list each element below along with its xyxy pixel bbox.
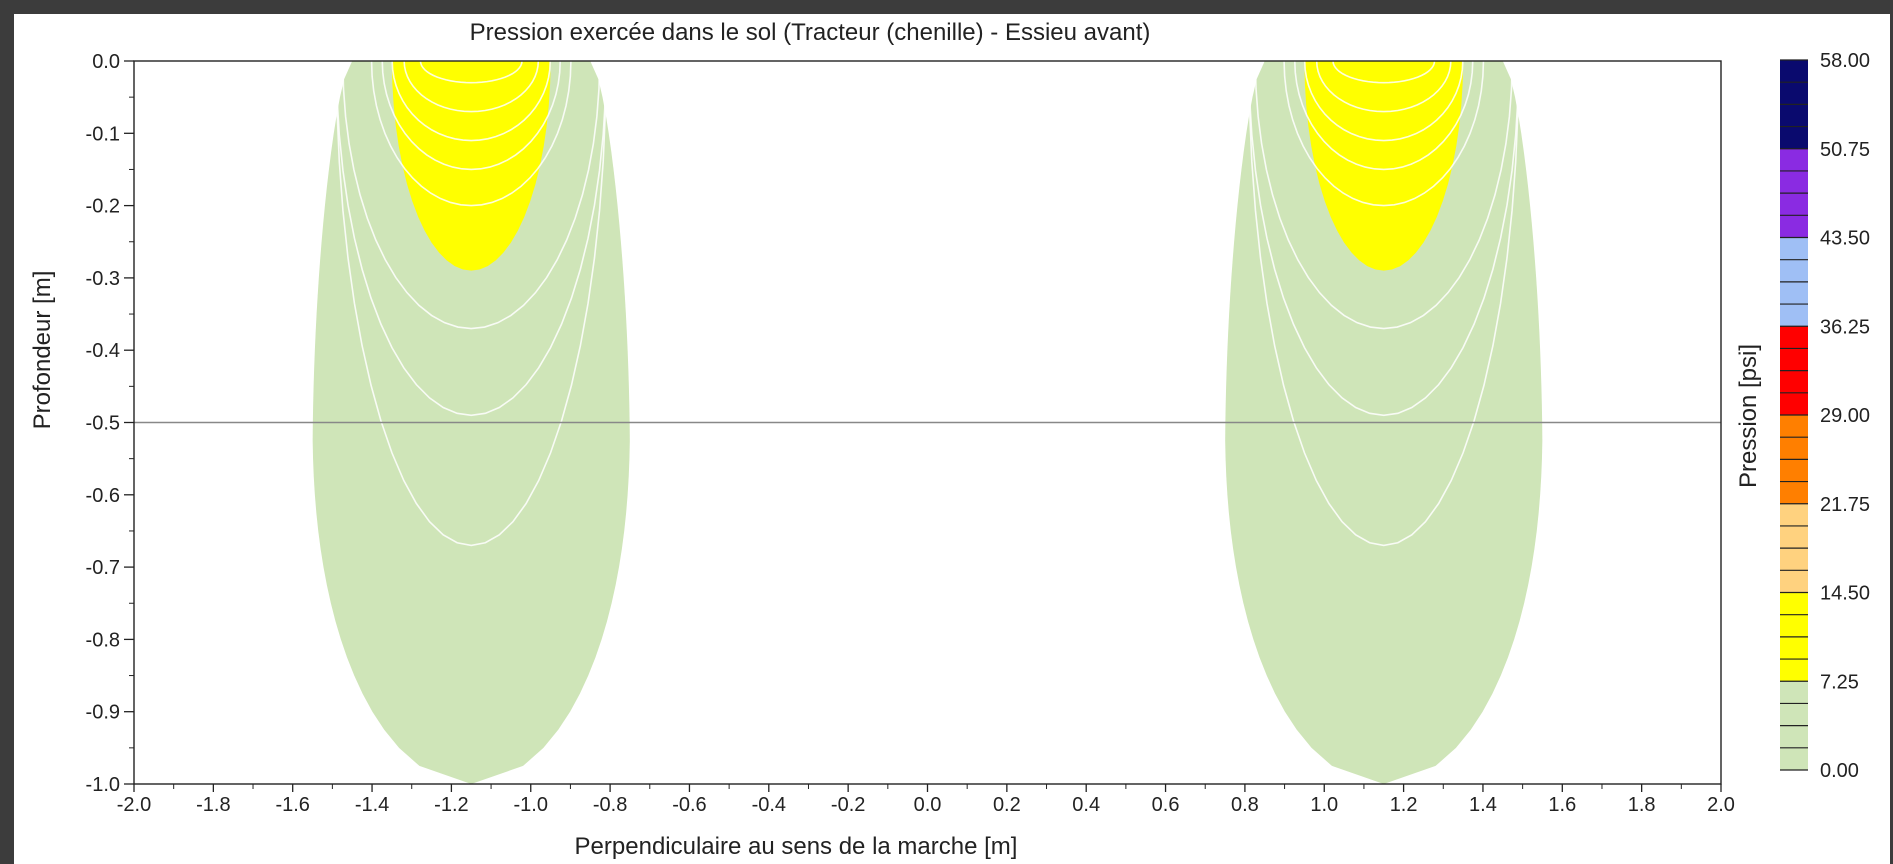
chart-title: Pression exercée dans le sol (Tracteur (… [470,19,1151,46]
contour-line [1248,61,1520,417]
y-tick-label: -0.4 [86,340,120,362]
contour-line [1303,61,1464,142]
x-tick-label: 1.2 [1390,794,1418,816]
contour-line [1254,61,1513,330]
contour-chart: Pression exercée dans le sol (Tracteur (… [29,19,1870,860]
y-tick-label: -0.2 [86,196,120,218]
contour-line [1332,61,1436,84]
pressure-region-medium-1 [391,61,551,271]
colorbar-tick-label: 0.00 [1820,760,1859,782]
colorbar-tick-label: 14.50 [1820,583,1870,605]
x-tick-label: -0.8 [593,794,627,816]
contour-line [419,61,523,84]
x-tick-label: 0.0 [914,794,942,816]
x-tick-label: -0.4 [752,794,786,816]
colorbar-tick-label: 58.00 [1820,50,1870,72]
chart-frame: Pression exercée dans le sol (Tracteur (… [14,14,1890,864]
contour-line [335,61,607,547]
x-tick-label: -1.4 [355,794,389,816]
x-tick-label: 1.0 [1310,794,1338,816]
colorbar: 58.00 50.75 43.50 36.25 29.00 21.75 14.50 7.25 0… [1780,50,1870,782]
y-tick-label: -0.7 [86,557,120,579]
x-tick-label: -1.8 [196,794,230,816]
x-tick-label: -0.6 [672,794,706,816]
colorbar-tick-label: 21.75 [1820,494,1870,516]
x-tick-label: -1.2 [434,794,468,816]
y-tick-label: -0.1 [86,123,120,145]
contour-line [1283,61,1485,207]
colorbar-label: Pression [psi] [1735,344,1762,488]
plot-area [133,60,1722,785]
y-tick-label: -0.5 [86,413,120,435]
y-tick-label: -0.6 [86,485,120,507]
contour-line [1293,61,1474,171]
pressure-region-medium-2 [1304,61,1464,271]
y-tick-label: -0.3 [86,268,120,290]
y-axis-label: Profondeur [m] [29,271,56,430]
x-tick-label: 0.8 [1231,794,1259,816]
x-tick-label: -1.0 [514,794,548,816]
contour-line [391,61,552,142]
contour-line [381,61,562,171]
y-tick-label: -1.0 [86,774,120,796]
contour-line [342,61,601,330]
x-tick-label: 1.6 [1548,794,1576,816]
y-tick-label: -0.9 [86,702,120,724]
colorbar-tick-label: 7.25 [1820,671,1859,693]
x-tick-label: 0.2 [993,794,1021,816]
x-tick-label: 0.4 [1072,794,1100,816]
colorbar-tick-label: 29.00 [1820,405,1870,427]
contour-line [1248,61,1520,547]
x-tick-label: -2.0 [117,794,151,816]
x-tick-label: 1.4 [1469,794,1497,816]
contour-line [335,61,607,417]
y-axis-ticks: 0.0 -0.1 -0.2 -0.3 -0.4 -0.5 -0.6 -0.7 -0.8 -0.9 -… [86,51,134,796]
colorbar-tick-label: 43.50 [1820,228,1870,250]
contour-line [1315,61,1452,113]
colorbar-tick-label: 50.75 [1820,139,1870,161]
contour-line [370,61,572,207]
y-tick-label: -0.8 [86,629,120,651]
x-tick-label: 0.6 [1152,794,1180,816]
x-tick-label: 1.8 [1628,794,1656,816]
contour-line [403,61,540,113]
x-axis-ticks: -2.0 -1.8 -1.6 -1.4 -1.2 -1.0 -0.8 -0.6 -0.4 -0.2… [117,784,1735,816]
x-axis-label: Perpendiculaire au sens de la marche [m] [575,833,1018,860]
colorbar-tick-label: 36.25 [1820,316,1870,338]
y-tick-label: 0.0 [92,51,120,73]
x-tick-label: -0.2 [831,794,865,816]
x-tick-label: 2.0 [1707,794,1735,816]
x-tick-label: -1.6 [275,794,309,816]
